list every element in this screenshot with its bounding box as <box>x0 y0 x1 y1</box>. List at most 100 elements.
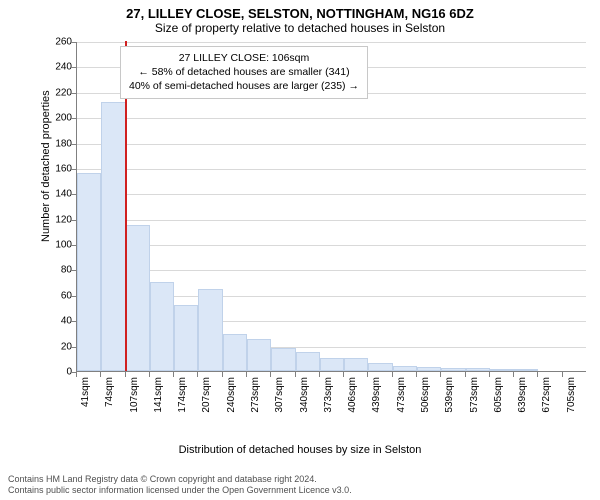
y-tick-mark <box>71 42 76 43</box>
footer-line: Contains HM Land Registry data © Crown c… <box>8 474 592 485</box>
x-tick-mark <box>513 372 514 377</box>
x-tick-label: 74sqm <box>104 377 115 427</box>
histogram-bar <box>77 173 101 371</box>
y-tick-label: 80 <box>48 265 72 276</box>
x-tick-label: 573sqm <box>469 377 480 427</box>
x-tick-label: 539sqm <box>444 377 455 427</box>
x-tick-label: 174sqm <box>177 377 188 427</box>
y-tick-label: 180 <box>48 138 72 149</box>
y-tick-mark <box>71 245 76 246</box>
x-tick-mark <box>270 372 271 377</box>
y-tick-mark <box>71 118 76 119</box>
x-tick-mark <box>537 372 538 377</box>
histogram-bar <box>296 352 320 371</box>
x-tick-label: 439sqm <box>371 377 382 427</box>
callout-line: ← 58% of detached houses are smaller (34… <box>129 65 359 79</box>
x-tick-mark <box>319 372 320 377</box>
y-tick-label: 20 <box>48 341 72 352</box>
gridline <box>77 194 586 195</box>
x-tick-label: 605sqm <box>493 377 504 427</box>
x-tick-label: 506sqm <box>420 377 431 427</box>
x-tick-label: 307sqm <box>274 377 285 427</box>
x-tick-mark <box>246 372 247 377</box>
x-tick-label: 705sqm <box>566 377 577 427</box>
x-tick-mark <box>562 372 563 377</box>
x-tick-mark <box>197 372 198 377</box>
histogram-bar <box>368 363 392 371</box>
x-tick-label: 406sqm <box>347 377 358 427</box>
x-tick-label: 107sqm <box>129 377 140 427</box>
page-subtitle: Size of property relative to detached ho… <box>0 21 600 39</box>
gridline <box>77 220 586 221</box>
x-tick-label: 41sqm <box>80 377 91 427</box>
histogram-bar <box>393 366 417 371</box>
histogram-bar <box>417 367 441 371</box>
x-tick-label: 207sqm <box>201 377 212 427</box>
x-tick-label: 639sqm <box>517 377 528 427</box>
y-tick-mark <box>71 93 76 94</box>
y-tick-label: 240 <box>48 62 72 73</box>
histogram-bar <box>174 305 198 371</box>
y-tick-mark <box>71 169 76 170</box>
x-tick-label: 340sqm <box>299 377 310 427</box>
x-tick-mark <box>392 372 393 377</box>
x-tick-mark <box>489 372 490 377</box>
histogram-bar <box>126 225 150 371</box>
histogram-bar <box>198 289 222 372</box>
gridline <box>77 144 586 145</box>
footer-line: Contains public sector information licen… <box>8 485 592 496</box>
y-tick-mark <box>71 67 76 68</box>
gridline <box>77 245 586 246</box>
x-tick-label: 141sqm <box>153 377 164 427</box>
gridline <box>77 169 586 170</box>
y-tick-label: 120 <box>48 214 72 225</box>
histogram-bar <box>247 339 271 371</box>
x-tick-mark <box>440 372 441 377</box>
gridline <box>77 42 586 43</box>
x-tick-mark <box>222 372 223 377</box>
y-tick-mark <box>71 144 76 145</box>
y-tick-mark <box>71 270 76 271</box>
y-tick-label: 0 <box>48 367 72 378</box>
y-tick-mark <box>71 321 76 322</box>
histogram-bar <box>320 358 344 371</box>
x-tick-mark <box>149 372 150 377</box>
histogram-bar <box>466 368 490 371</box>
histogram-bar <box>441 368 465 371</box>
callout-box: 27 LILLEY CLOSE: 106sqm ← 58% of detache… <box>120 46 368 99</box>
y-tick-mark <box>71 220 76 221</box>
x-tick-mark <box>367 372 368 377</box>
histogram-bar <box>223 334 247 371</box>
y-tick-label: 40 <box>48 316 72 327</box>
y-tick-label: 260 <box>48 37 72 48</box>
callout-line: 27 LILLEY CLOSE: 106sqm <box>129 51 359 65</box>
x-tick-mark <box>416 372 417 377</box>
x-tick-mark <box>343 372 344 377</box>
x-axis-label: Distribution of detached houses by size … <box>0 444 600 456</box>
y-tick-label: 160 <box>48 163 72 174</box>
x-tick-mark <box>465 372 466 377</box>
x-tick-label: 672sqm <box>541 377 552 427</box>
histogram-bar <box>150 282 174 371</box>
y-tick-label: 200 <box>48 113 72 124</box>
x-tick-label: 473sqm <box>396 377 407 427</box>
x-tick-mark <box>295 372 296 377</box>
histogram-bar <box>271 348 295 371</box>
y-tick-mark <box>71 194 76 195</box>
y-tick-label: 220 <box>48 87 72 98</box>
x-tick-label: 273sqm <box>250 377 261 427</box>
callout-line: 40% of semi-detached houses are larger (… <box>129 79 359 93</box>
histogram-bar <box>344 358 368 371</box>
y-tick-label: 60 <box>48 290 72 301</box>
footer-attribution: Contains HM Land Registry data © Crown c… <box>8 474 592 497</box>
y-tick-label: 140 <box>48 189 72 200</box>
x-tick-mark <box>100 372 101 377</box>
gridline <box>77 270 586 271</box>
page-title: 27, LILLEY CLOSE, SELSTON, NOTTINGHAM, N… <box>0 0 600 21</box>
x-tick-mark <box>173 372 174 377</box>
x-tick-label: 240sqm <box>226 377 237 427</box>
histogram-bar <box>514 369 538 371</box>
x-tick-label: 373sqm <box>323 377 334 427</box>
histogram-bar <box>490 369 514 371</box>
y-tick-mark <box>71 296 76 297</box>
